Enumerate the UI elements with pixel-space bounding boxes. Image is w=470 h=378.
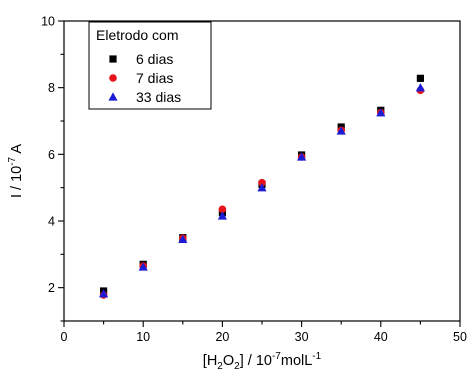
series-1 <box>99 86 425 299</box>
x-tick-label: 30 <box>295 330 309 344</box>
axis-title-part: A <box>9 144 25 157</box>
x-tick-label: 50 <box>453 330 467 344</box>
x-axis: 0 10 20 30 40 50 <box>61 321 467 344</box>
axis-title-part: -7 <box>7 156 18 165</box>
axis-title-part: O <box>223 353 234 369</box>
y-tick-label: 4 <box>48 215 55 229</box>
data-points <box>99 74 425 299</box>
triangle-point <box>217 211 227 220</box>
axis-title-part: I / 10 <box>9 166 25 198</box>
legend-box <box>88 21 212 110</box>
x-tick-label: 10 <box>136 330 150 344</box>
axis-title-part: ] / 10 <box>240 353 272 369</box>
legend-entry-label: 7 dias <box>136 70 173 86</box>
series-2 <box>99 83 425 298</box>
axis-title-part: 2 <box>234 361 240 372</box>
legend-square-marker <box>109 55 117 63</box>
legend-items: 6 dias 7 dias 33 dias <box>108 51 181 105</box>
triangle-point <box>336 126 346 135</box>
y-tick-label: 2 <box>48 281 55 295</box>
legend-entry-label: 33 dias <box>136 89 181 105</box>
y-tick-label: 6 <box>48 148 55 162</box>
triangle-point <box>257 183 267 192</box>
legend-entry-label: 6 dias <box>136 51 173 67</box>
y-tick-label: 8 <box>48 81 55 95</box>
axis-title-part: -7 <box>272 351 281 362</box>
x-axis-title: [H2O2] / 10-7molL-1 <box>203 351 322 372</box>
triangle-point <box>376 108 386 117</box>
axis-title-part: 2 <box>217 361 223 372</box>
x-tick-label: 0 <box>61 330 68 344</box>
triangle-point <box>415 83 425 92</box>
legend-circle-marker <box>109 74 117 82</box>
triangle-point <box>178 234 188 244</box>
triangle-point <box>138 262 148 271</box>
triangle-point <box>99 289 109 298</box>
triangle-point <box>297 152 307 161</box>
x-tick-label: 20 <box>215 330 229 344</box>
legend: Eletrodo com 6 dias 7 dias 33 dias <box>88 21 212 110</box>
circle-point <box>258 178 266 187</box>
legend-triangle-marker <box>108 92 118 101</box>
square-point <box>416 74 424 82</box>
y-tick-label: 10 <box>41 15 55 29</box>
y-axis-title: I / 10-7 A <box>7 144 25 198</box>
axis-title-part: [H <box>203 353 218 369</box>
legend-title: Eletrodo com <box>96 27 178 43</box>
x-tick-label: 40 <box>374 330 388 344</box>
axis-title-part: -1 <box>312 351 321 362</box>
axis-title-part: molL <box>281 353 312 369</box>
y-axis: 2 4 6 8 10 <box>41 15 64 322</box>
circle-point <box>218 205 227 214</box>
